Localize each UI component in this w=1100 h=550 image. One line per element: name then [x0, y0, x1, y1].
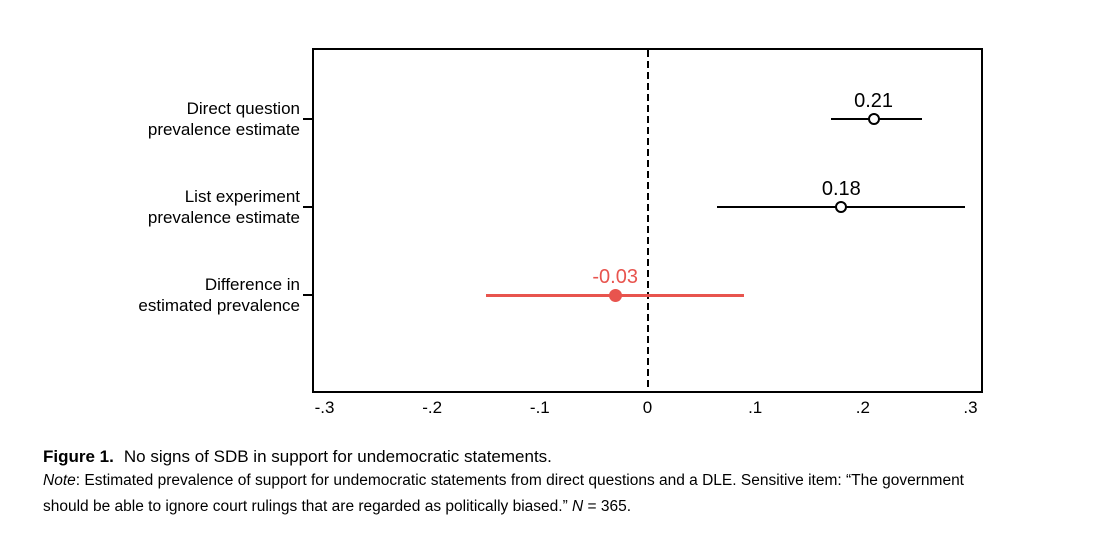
note-line-1: Note: Estimated prevalence of support fo… — [43, 468, 1083, 494]
estimate-value-label: -0.03 — [592, 266, 638, 288]
y-axis-tick — [303, 118, 312, 120]
x-tick-label: -.2 — [422, 398, 443, 417]
figure-title: No signs of SDB in support for undemocra… — [123, 447, 552, 466]
sample-size-value: = 365. — [583, 498, 632, 515]
caption-line: Figure 1. No signs of SDB in support for … — [43, 445, 1083, 468]
note-text-1: Estimated prevalence of support for unde… — [84, 472, 964, 489]
zero-reference-line — [646, 50, 649, 391]
estimate-marker — [608, 288, 622, 302]
category-label: Difference in estimated prevalence — [138, 275, 300, 315]
estimate-value-label: 0.21 — [854, 90, 894, 112]
x-tick-label: .2 — [855, 398, 870, 417]
y-axis-tick — [303, 206, 312, 208]
category-label: Direct question prevalence estimate — [147, 99, 300, 139]
x-tick-label: .3 — [963, 398, 978, 417]
x-tick-label: 0 — [642, 398, 653, 417]
figure-caption: Figure 1. No signs of SDB in support for … — [43, 445, 1083, 520]
x-tick-label: -.1 — [529, 398, 550, 417]
note-label: Note — [43, 472, 76, 489]
note-text-2: should be able to ignore court rulings t… — [43, 498, 573, 515]
figure-number-label: Figure 1. — [43, 447, 114, 466]
estimate-value-label: 0.18 — [821, 178, 861, 200]
y-axis-tick — [303, 294, 312, 296]
category-label: List experiment prevalence estimate — [147, 187, 300, 227]
x-tick-label: -.3 — [314, 398, 335, 417]
estimate-marker — [835, 201, 848, 213]
plot-area: 0.21 0.18 -0.03 — [312, 48, 983, 393]
sample-size-symbol: N — [572, 498, 584, 515]
x-tick-label: .1 — [748, 398, 763, 417]
note-line-2: should be able to ignore court rulings t… — [43, 494, 1083, 520]
note-separator: : — [75, 472, 85, 489]
estimate-marker — [867, 113, 880, 125]
